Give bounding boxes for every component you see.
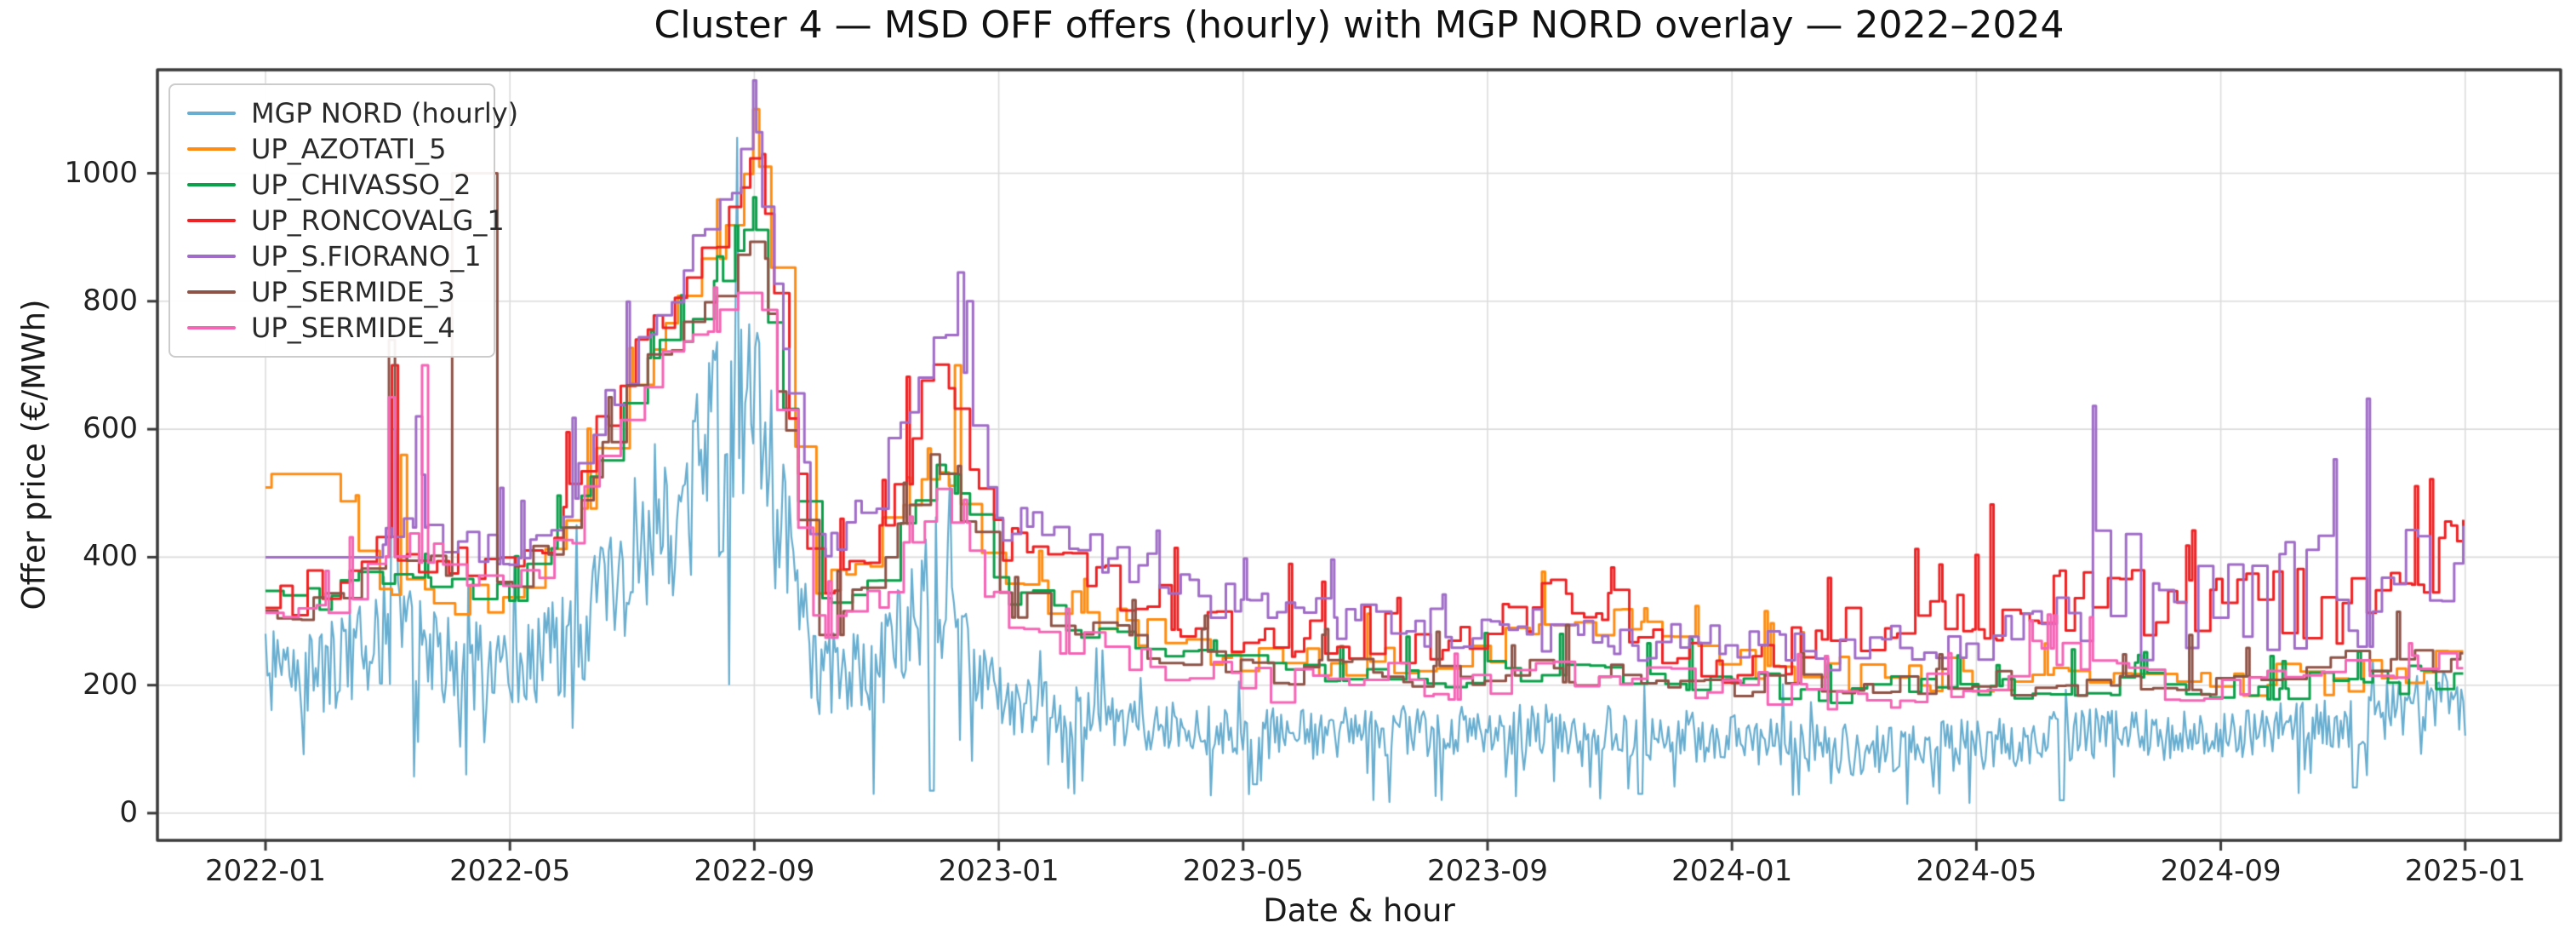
legend-item-label: UP_AZOTATI_5 (251, 133, 447, 165)
x-tick-label: 2023-01 (938, 854, 1060, 888)
legend-item-label: UP_S.FIORANO_1 (251, 240, 482, 272)
y-tick-label: 400 (83, 539, 138, 574)
x-tick-label: 2023-09 (1426, 854, 1549, 888)
legend-item: UP_RONCOVALG_1 (187, 203, 505, 238)
legend-item-label: UP_RONCOVALG_1 (251, 204, 505, 237)
legend-item-label: UP_SERMIDE_4 (251, 312, 455, 344)
x-tick-label: 2022-01 (204, 854, 327, 888)
legend-item-label: UP_SERMIDE_3 (251, 276, 455, 308)
legend-item: UP_SERMIDE_4 (187, 310, 477, 346)
x-tick-label: 2022-05 (449, 854, 571, 888)
legend-item-label: MGP NORD (hourly) (251, 97, 519, 129)
y-tick-label: 1000 (64, 155, 138, 190)
legend-item: UP_CHIVASSO_2 (187, 167, 477, 203)
legend-line-swatch (187, 290, 236, 294)
x-tick-label: 2024-01 (1671, 854, 1793, 888)
y-tick-label: 0 (119, 795, 138, 829)
x-tick-label: 2025-01 (2404, 854, 2526, 888)
x-tick-label: 2024-09 (2160, 854, 2282, 888)
x-axis-label: Date & hour (1263, 892, 1455, 929)
x-tick-label: 2022-09 (694, 854, 815, 888)
legend-item: UP_S.FIORANO_1 (187, 238, 482, 274)
legend-line-swatch (187, 112, 236, 115)
legend-item: MGP NORD (hourly) (187, 95, 518, 131)
legend-line-swatch (187, 147, 236, 151)
chart-title: Cluster 4 — MSD OFF offers (hourly) with… (654, 3, 2065, 47)
y-tick-label: 200 (83, 667, 138, 702)
legend-line-swatch (187, 255, 236, 258)
y-tick-label: 600 (83, 411, 138, 446)
legend-item: UP_SERMIDE_3 (187, 274, 477, 310)
legend-line-swatch (187, 326, 236, 330)
legend-line-swatch (187, 183, 236, 186)
x-tick-label: 2023-05 (1182, 854, 1304, 888)
legend-line-swatch (187, 219, 236, 222)
y-tick-label: 800 (83, 283, 138, 318)
legend: MGP NORD (hourly) UP_AZOTATI_5 UP_CHIVASSO… (168, 83, 518, 358)
legend-item: UP_AZOTATI_5 (187, 131, 477, 167)
x-tick-label: 2024-05 (1916, 854, 2037, 888)
legend-item-label: UP_CHIVASSO_2 (251, 169, 471, 201)
